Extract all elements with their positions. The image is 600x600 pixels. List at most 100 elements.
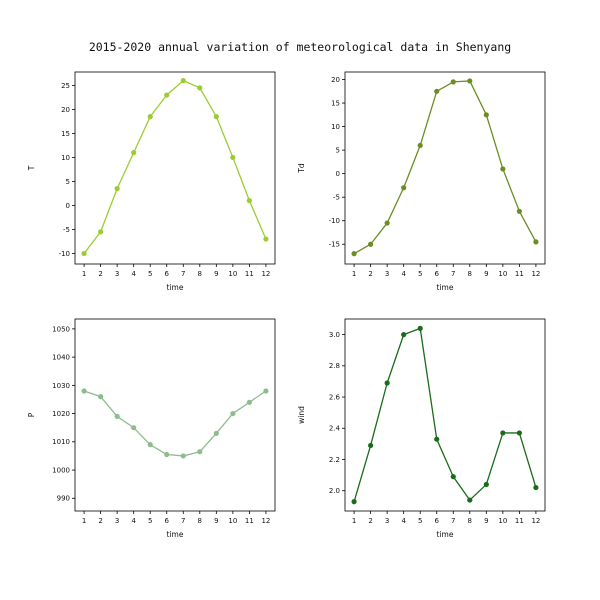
x-tick-label: 3: [115, 270, 119, 278]
data-point-marker: [213, 114, 219, 120]
y-tick-label: 1010: [52, 438, 70, 446]
series-line: [83, 390, 267, 457]
data-point-marker: [230, 154, 236, 161]
x-tick-label: 8: [468, 270, 472, 278]
x-tick-label: 2: [368, 517, 372, 525]
x-tick-label: 8: [468, 517, 472, 525]
data-point-marker: [434, 436, 440, 442]
data-point-marker: [384, 380, 390, 386]
x-tick-label: 6: [165, 517, 170, 525]
y-tick-label: -5: [63, 226, 70, 234]
y-tick-label: 2.0: [329, 487, 340, 495]
x-tick-label: 4: [401, 517, 406, 525]
x-tick-label: 6: [435, 517, 440, 525]
y-tick-label: 990: [57, 495, 70, 503]
x-tick-label: 12: [531, 517, 540, 525]
y-tick-label: 1040: [52, 354, 70, 362]
data-point-marker: [368, 241, 374, 247]
axes-box: [344, 318, 546, 512]
data-point-marker: [246, 399, 252, 405]
x-tick-label: 1: [352, 517, 356, 525]
y-tick-label: 1000: [52, 466, 70, 474]
data-point-marker: [197, 449, 203, 455]
data-point-marker: [114, 186, 120, 192]
data-point-marker: [434, 88, 440, 94]
x-tick-label: 5: [148, 517, 152, 525]
x-tick-label: 6: [435, 270, 440, 278]
y-axis-label: T: [27, 165, 36, 171]
x-tick-label: 3: [115, 517, 119, 525]
x-tick-label: 11: [515, 517, 524, 525]
data-point-marker: [516, 430, 522, 436]
x-tick-label: 4: [401, 270, 406, 278]
data-point-marker: [246, 198, 252, 204]
data-point-marker: [164, 451, 170, 458]
y-tick-label: 2.4: [329, 425, 341, 433]
y-tick-label: -5: [333, 194, 340, 202]
data-point-marker: [500, 430, 506, 436]
x-tick-label: 8: [198, 517, 202, 525]
data-point-marker: [180, 78, 186, 84]
y-tick-label: 5: [66, 178, 70, 186]
x-tick-label: 7: [181, 270, 185, 278]
y-tick-label: 25: [61, 82, 70, 90]
data-point-marker: [500, 166, 506, 172]
x-axis-label: time: [167, 530, 184, 539]
x-tick-label: 7: [451, 517, 455, 525]
x-tick-label: 5: [418, 270, 422, 278]
y-axis-label: P: [27, 412, 36, 417]
x-axis-label: time: [167, 283, 184, 292]
x-tick-label: 10: [498, 517, 507, 525]
y-tick-label: 2.2: [329, 456, 340, 464]
x-tick-label: 2: [98, 270, 102, 278]
data-point-marker: [450, 79, 456, 85]
y-tick-label: 10: [331, 123, 340, 131]
x-tick-label: 9: [214, 517, 218, 525]
series-line: [353, 327, 537, 502]
y-tick-label: 20: [61, 106, 70, 114]
x-tick-label: 11: [515, 270, 524, 278]
y-axis-label: Td: [297, 163, 306, 174]
x-tick-label: 9: [214, 270, 218, 278]
x-tick-label: 7: [451, 270, 455, 278]
x-tick-label: 8: [198, 270, 202, 278]
y-tick-label: 1020: [52, 410, 70, 418]
data-point-marker: [384, 220, 390, 226]
y-tick-label: 5: [336, 147, 340, 155]
y-tick-label: 10: [61, 154, 70, 162]
y-axis-label: wind: [297, 406, 306, 424]
data-point-marker: [230, 410, 236, 417]
data-point-marker: [483, 481, 489, 488]
x-tick-label: 5: [148, 270, 152, 278]
data-point-marker: [368, 442, 374, 449]
x-tick-label: 1: [82, 270, 86, 278]
x-axis-label: time: [437, 283, 454, 292]
y-tick-label: -10: [59, 250, 70, 258]
data-point-marker: [467, 497, 473, 503]
series-line: [83, 79, 267, 254]
data-point-marker: [533, 239, 539, 245]
data-point-marker: [263, 388, 269, 394]
data-point-marker: [147, 114, 153, 120]
data-point-marker: [516, 208, 522, 214]
data-point-marker: [98, 394, 104, 400]
axes-box: [74, 318, 276, 512]
series-line: [353, 80, 537, 255]
axes-box: [74, 71, 276, 265]
wind-chart: 2.02.22.42.62.83.01 2 3 4 5 6 7 8 9 10 11 12timewin…: [297, 318, 546, 539]
x-tick-label: 12: [531, 270, 540, 278]
data-point-marker: [81, 250, 87, 257]
x-tick-label: 11: [245, 517, 254, 525]
data-point-marker: [401, 332, 407, 338]
data-point-marker: [417, 325, 423, 331]
data-point-marker: [351, 499, 357, 505]
figure-title: 2015-2020 annual variation of meteorolog…: [88, 40, 512, 54]
x-tick-label: 3: [385, 517, 389, 525]
y-tick-label: 2.8: [329, 362, 340, 370]
data-point-marker: [180, 453, 186, 459]
x-tick-label: 4: [131, 270, 136, 278]
axes-box: [344, 71, 546, 265]
